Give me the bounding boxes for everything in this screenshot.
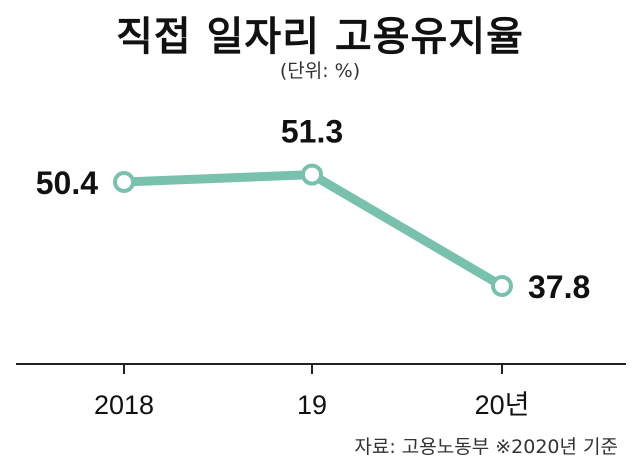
data-point	[113, 171, 135, 193]
data-label: 51.3	[281, 114, 343, 150]
data-label: 37.8	[528, 269, 590, 305]
x-tick-label: 20년	[475, 390, 530, 420]
x-tick-label: 19	[297, 390, 327, 420]
data-point	[301, 163, 323, 186]
series-line	[119, 170, 507, 291]
chart-title: 직접 일자리 고용유지율	[116, 14, 524, 60]
x-tick-label: 2018	[94, 390, 154, 420]
data-label: 50.4	[36, 165, 98, 201]
unit-note: (단위: %)	[279, 60, 361, 82]
data-point	[491, 275, 513, 297]
source-note: 자료: 고용노동부 ※2020년 기준	[354, 436, 618, 458]
